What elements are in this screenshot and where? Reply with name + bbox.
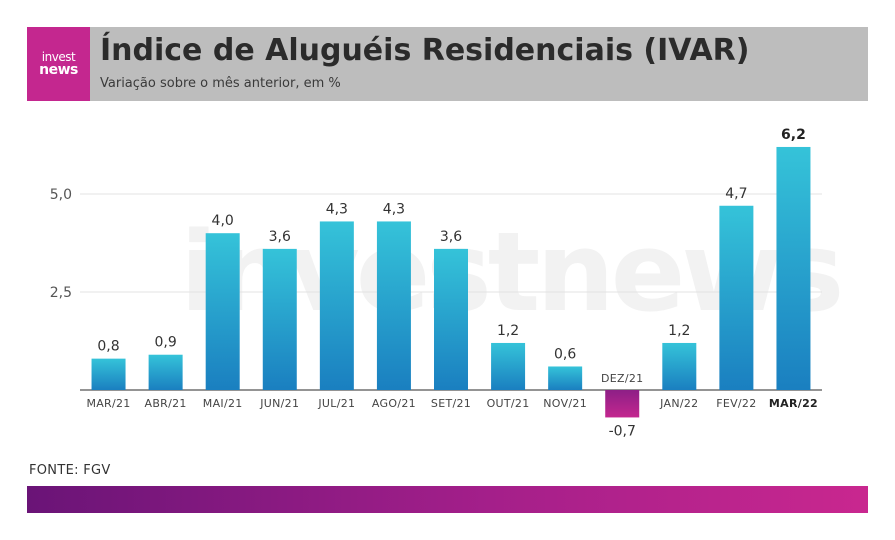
- x-tick-label: NOV/21: [543, 397, 587, 410]
- bar: [434, 248, 468, 390]
- data-label: 6,2: [781, 127, 806, 143]
- investnews-logo: invest news: [27, 27, 90, 101]
- bar: [491, 342, 526, 390]
- source-note: FONTE: FGV: [29, 463, 111, 478]
- data-label: 1,2: [497, 323, 519, 339]
- bar: [776, 146, 811, 390]
- x-tick-label: OUT/21: [487, 397, 530, 410]
- data-label: 0,6: [554, 346, 576, 362]
- data-label: 1,2: [668, 323, 690, 339]
- bar: [548, 366, 583, 390]
- logo-text-invest: invest: [41, 50, 76, 64]
- x-tick-label: MAR/22: [769, 397, 818, 410]
- bar: [262, 248, 297, 390]
- x-tick-label: SET/21: [431, 397, 471, 410]
- data-label: 4,0: [212, 213, 234, 229]
- x-tick-label: MAR/21: [86, 397, 130, 410]
- bar: [662, 342, 697, 390]
- data-label: 4,3: [383, 201, 405, 217]
- x-tick-label: JAN/22: [659, 397, 698, 410]
- x-tick-label: JUN/21: [259, 397, 299, 410]
- data-label: 0,8: [97, 339, 119, 355]
- x-tick-label: MAI/21: [203, 397, 243, 410]
- bar: [148, 354, 183, 390]
- bar: [205, 233, 240, 390]
- x-tick-label: JUL/21: [317, 397, 355, 410]
- logo-text-news: news: [39, 62, 78, 78]
- x-tick-label: DEZ/21: [601, 372, 643, 385]
- data-label: 3,6: [269, 229, 291, 245]
- x-tick-label: FEV/22: [716, 397, 756, 410]
- chart-header: invest news Índice de Aluguéis Residenci…: [27, 27, 868, 101]
- x-tick-label: AGO/21: [372, 397, 416, 410]
- data-label: 4,7: [725, 186, 747, 202]
- chart-subtitle: Variação sobre o mês anterior, em %: [100, 76, 341, 91]
- bottom-gradient-bar: [27, 486, 868, 513]
- y-tick-label: 2,5: [50, 285, 72, 301]
- data-label: 0,9: [154, 335, 176, 351]
- bars-layer: 0,8 MAR/21 0,9 ABR/21 4,0 MAI/21 3,6 JUN/21 4,3 J…: [86, 127, 818, 439]
- bar: [376, 221, 411, 390]
- bar-negative: [605, 390, 640, 418]
- bar: [91, 358, 126, 390]
- y-tick-label: 5,0: [50, 187, 72, 203]
- x-tick-label: ABR/21: [145, 397, 187, 410]
- data-label: 4,3: [326, 201, 348, 217]
- chart-title: Índice de Aluguéis Residenciais (IVAR): [100, 33, 750, 68]
- bar: [319, 221, 354, 390]
- data-label: 3,6: [440, 229, 462, 245]
- data-label: -0,7: [609, 423, 636, 439]
- bar: [719, 205, 754, 390]
